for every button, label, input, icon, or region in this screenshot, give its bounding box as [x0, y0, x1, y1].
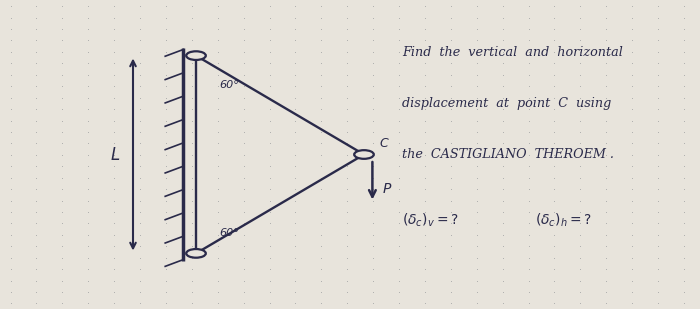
Circle shape	[354, 150, 374, 159]
Circle shape	[186, 51, 206, 60]
Text: 60°: 60°	[219, 80, 239, 90]
Text: L: L	[111, 146, 120, 163]
Text: $(\delta_c)_v = ?$: $(\delta_c)_v = ?$	[402, 212, 459, 229]
Text: the  CASTIGLIANO  THEROEM .: the CASTIGLIANO THEROEM .	[402, 148, 615, 161]
Text: P: P	[382, 182, 391, 196]
Circle shape	[186, 249, 206, 258]
Text: $(\delta_c)_h = ?$: $(\delta_c)_h = ?$	[536, 212, 593, 229]
Text: C: C	[379, 137, 388, 150]
Text: 60°: 60°	[219, 228, 239, 238]
Text: displacement  at  point  C  using: displacement at point C using	[402, 97, 612, 110]
Text: Find  the  vertical  and  horizontal: Find the vertical and horizontal	[402, 46, 624, 59]
